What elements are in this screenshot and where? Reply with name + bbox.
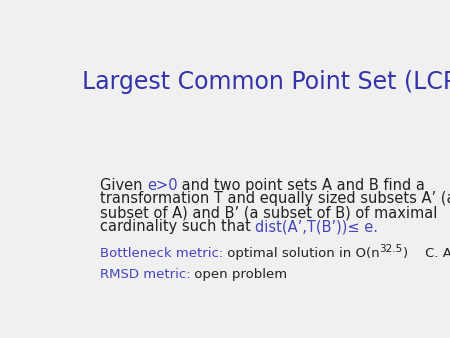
Text: dist(A’,T(B’))≤ e.: dist(A’,T(B’))≤ e. bbox=[255, 219, 378, 234]
Text: subset of A) and B’ (a subset of B) of maximal: subset of A) and B’ (a subset of B) of m… bbox=[100, 206, 437, 220]
Text: Largest Common Point Set (LCP) problem: Largest Common Point Set (LCP) problem bbox=[82, 70, 450, 94]
Text: optimal solution in O(n: optimal solution in O(n bbox=[223, 247, 380, 260]
Text: Bottleneck metric:: Bottleneck metric: bbox=[100, 247, 223, 260]
Text: e>0: e>0 bbox=[147, 178, 177, 193]
Text: 32.5: 32.5 bbox=[380, 244, 403, 254]
Text: cardinality such that: cardinality such that bbox=[100, 219, 255, 234]
Text: and two point sets A and B find a: and two point sets A and B find a bbox=[177, 178, 425, 193]
Text: RMSD metric:: RMSD metric: bbox=[100, 268, 190, 282]
Text: open problem: open problem bbox=[190, 268, 288, 282]
Text: )    C. Ambuhl et al. 2000: ) C. Ambuhl et al. 2000 bbox=[403, 247, 450, 260]
Text: transformation T and equally sized subsets A’ (a: transformation T and equally sized subse… bbox=[100, 192, 450, 207]
Text: Given: Given bbox=[100, 178, 147, 193]
